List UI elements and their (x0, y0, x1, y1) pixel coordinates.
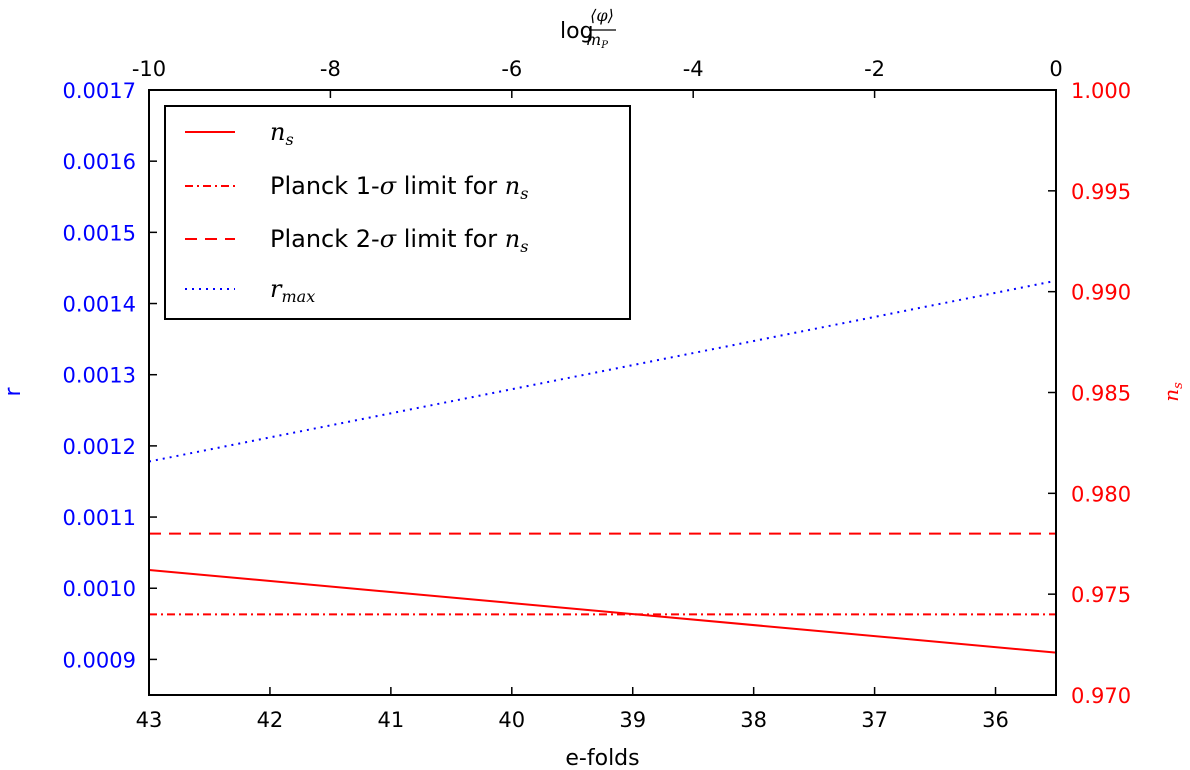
y-right-tick-label: 1.000 (1071, 79, 1131, 103)
x-top-tick-label: 0 (1049, 57, 1062, 81)
x-axis-top-denominator: mP (586, 30, 608, 51)
x-axis-top-numerator: ⟨φ⟩ (590, 6, 614, 25)
series-line-rmax (148, 279, 1057, 463)
y-left-tick-label: 0.0011 (63, 506, 136, 530)
y-left-tick-label: 0.0016 (63, 150, 136, 174)
legend-box (164, 105, 631, 320)
x-top-tick-label: -2 (864, 57, 885, 81)
x-axis-label-top: log ⟨φ⟩ mP (560, 6, 616, 51)
y-right-tick-label: 0.985 (1071, 382, 1131, 406)
y-left-tick-label: 0.0013 (63, 364, 136, 388)
x-bottom-tick-label: 38 (740, 708, 767, 732)
denominator-var: m (586, 30, 601, 49)
x-bottom-tick-label: 42 (257, 708, 284, 732)
y-right-tick-label: 0.970 (1071, 684, 1131, 708)
y-left-tick-label: 0.0017 (63, 79, 136, 103)
x-bottom-tick-label: 40 (498, 708, 525, 732)
x-top-tick-label: -6 (501, 57, 522, 81)
x-axis-label-bottom: e-folds (565, 746, 639, 770)
legend-label-planck2: Planck 2-σ limit for ns (270, 225, 528, 256)
x-top-tick-label: -10 (132, 57, 166, 81)
x-top-tick-label: -4 (683, 57, 704, 81)
y-axis-label-right: ns (1159, 382, 1186, 402)
x-bottom-tick-label: 43 (136, 708, 163, 732)
right-label-var: n (1159, 389, 1183, 402)
right-label-sub: s (1171, 382, 1186, 389)
denominator-sub: P (600, 40, 608, 51)
legend-label-planck1: Planck 1-σ limit for ns (270, 172, 528, 203)
y-right-tick-label: 0.990 (1071, 281, 1131, 305)
y-right-tick-label: 0.980 (1071, 482, 1131, 506)
x-axis-top-prefix: log (560, 19, 594, 44)
y-left-tick-label: 0.0015 (63, 221, 136, 245)
y-right-tick-label: 0.975 (1071, 583, 1131, 607)
x-bottom-tick-label: 41 (377, 708, 404, 732)
legend-label-ns: ns (270, 118, 294, 149)
y-left-tick-label: 0.0009 (63, 648, 136, 672)
y-left-tick-label: 0.0014 (63, 293, 136, 317)
legend-label-rmax: rmax (270, 275, 315, 306)
x-bottom-tick-label: 36 (982, 708, 1009, 732)
x-bottom-tick-label: 37 (861, 708, 888, 732)
x-top-tick-label: -8 (320, 57, 341, 81)
plot-lines (148, 279, 1057, 654)
plot-frame (148, 89, 1057, 696)
series-line-ns (148, 568, 1057, 654)
y-left-tick-label: 0.0012 (63, 435, 136, 459)
y-left-tick-label: 0.0010 (63, 577, 136, 601)
legend: ns Planck 1-σ limit for ns Planck 2-σ li… (164, 105, 631, 320)
tick-labels: 43 42 41 40 39 38 37 36 -10 -8 -6 -4 -2 0 0.0009 0.0010… (63, 57, 1132, 732)
y-axis-label-left: r (1, 387, 26, 397)
x-bottom-tick-label: 39 (619, 708, 646, 732)
y-right-tick-label: 0.995 (1071, 180, 1131, 204)
